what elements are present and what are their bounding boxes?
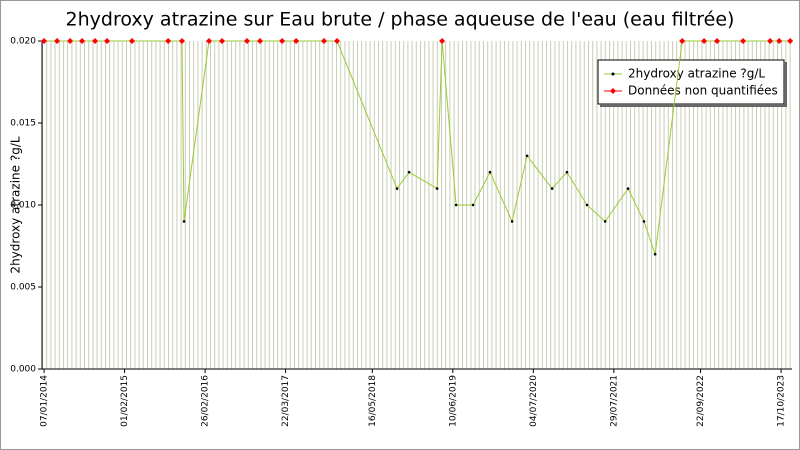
data-point xyxy=(653,252,657,256)
connector xyxy=(436,40,443,189)
x-tick-label: 29/07/2021 xyxy=(609,375,619,427)
x-tick-label: 17/10/2023 xyxy=(777,375,787,427)
data-point xyxy=(550,187,554,190)
non-quantified-point xyxy=(104,38,111,44)
y-tick-label: 0.005 xyxy=(10,283,36,293)
data-point xyxy=(585,203,589,207)
data-point xyxy=(603,220,607,223)
y-tick-label: 0.000 xyxy=(10,365,36,375)
x-tick-label: 10/06/2019 xyxy=(448,375,458,427)
connector xyxy=(586,204,606,222)
data-point xyxy=(454,203,458,207)
x-tick-label: 22/03/2017 xyxy=(281,375,291,427)
non-quantified-point xyxy=(776,38,783,44)
legend: 2hydroxy atrazine ?g/L Données non quanti… xyxy=(597,59,787,107)
non-quantified-point xyxy=(320,38,327,44)
non-quantified-point xyxy=(41,38,48,44)
non-quantified-point xyxy=(334,38,341,44)
data-point xyxy=(435,187,439,190)
non-quantified-point xyxy=(787,38,794,44)
non-quantified-point xyxy=(206,38,213,44)
connector xyxy=(181,40,185,222)
x-tick-label: 04/07/2020 xyxy=(529,375,539,427)
x-tick-label: 16/05/2018 xyxy=(368,375,378,427)
connector xyxy=(551,171,568,189)
non-quantified-point xyxy=(740,38,747,44)
legend-label: Données non quantifiées xyxy=(628,84,778,98)
x-tick-label: 01/02/2015 xyxy=(120,375,130,427)
connector xyxy=(336,40,398,189)
non-quantified-point xyxy=(293,38,300,44)
non-quantified-point xyxy=(714,38,721,44)
data-point xyxy=(471,203,475,207)
connector xyxy=(604,188,629,222)
legend-marker xyxy=(610,88,616,94)
connector xyxy=(643,221,656,255)
non-quantified-point xyxy=(279,38,286,44)
non-quantified-point xyxy=(129,38,136,44)
non-quantified-point xyxy=(165,38,172,44)
connector xyxy=(526,155,553,189)
chart-title: 2hydroxy atrazine sur Eau brute / phase … xyxy=(66,9,735,31)
connector xyxy=(441,40,457,206)
y-tick-label: 0.010 xyxy=(10,201,36,211)
non-quantified-point xyxy=(79,38,86,44)
data-point xyxy=(182,220,186,223)
connector xyxy=(183,40,210,222)
connector xyxy=(472,171,491,206)
connector xyxy=(396,171,410,189)
non-quantified-point xyxy=(67,38,74,44)
non-quantified-point xyxy=(701,38,708,44)
non-quantified-point xyxy=(257,38,264,44)
connector xyxy=(511,155,528,222)
y-tick-label: 0.015 xyxy=(10,119,36,129)
y-axis-label: 2hydroxy atrazine ?g/L xyxy=(9,136,23,273)
connector xyxy=(566,171,588,206)
legend-marker xyxy=(611,72,615,76)
connector xyxy=(627,188,645,222)
non-quantified-point xyxy=(219,38,226,44)
x-tick-label: 07/01/2014 xyxy=(40,375,50,427)
data-point xyxy=(525,154,529,158)
data-point xyxy=(510,220,514,223)
non-quantified-point xyxy=(178,38,185,44)
connector xyxy=(408,171,438,190)
x-tick-label: 26/02/2016 xyxy=(201,375,211,427)
non-quantified-point xyxy=(92,38,99,44)
non-quantified-point xyxy=(243,38,250,44)
x-tick-label: 22/09/2022 xyxy=(696,375,706,427)
non-quantified-point xyxy=(439,38,446,44)
y-tick-label: 0.020 xyxy=(10,37,36,47)
non-quantified-point xyxy=(54,38,61,44)
data-point xyxy=(626,187,630,190)
legend-box xyxy=(597,59,785,105)
data-point xyxy=(407,170,411,174)
connector xyxy=(489,171,513,222)
non-quantified-point xyxy=(767,38,774,44)
connector xyxy=(654,40,683,255)
legend-shadow xyxy=(600,104,787,107)
non-quantified-point xyxy=(679,38,686,44)
data-point xyxy=(488,170,492,174)
legend-shadow xyxy=(784,62,787,106)
data-point xyxy=(565,170,569,174)
data-point xyxy=(642,220,646,223)
legend-label: 2hydroxy atrazine ?g/L xyxy=(628,67,765,81)
data-point xyxy=(395,187,399,190)
